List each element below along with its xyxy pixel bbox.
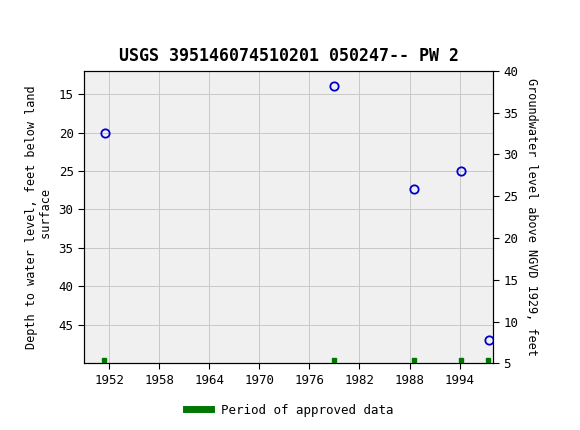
Bar (3, 5, 38, 45)
Y-axis label: Depth to water level, feet below land
 surface: Depth to water level, feet below land su… (25, 85, 53, 349)
Legend: Period of approved data: Period of approved data (181, 399, 399, 421)
Title: USGS 395146074510201 050247-- PW 2: USGS 395146074510201 050247-- PW 2 (118, 47, 459, 65)
Bar (3, 5, 38, 45)
Text: USGS: USGS (44, 16, 87, 34)
Y-axis label: Groundwater level above NGVD 1929, feet: Groundwater level above NGVD 1929, feet (525, 78, 538, 356)
